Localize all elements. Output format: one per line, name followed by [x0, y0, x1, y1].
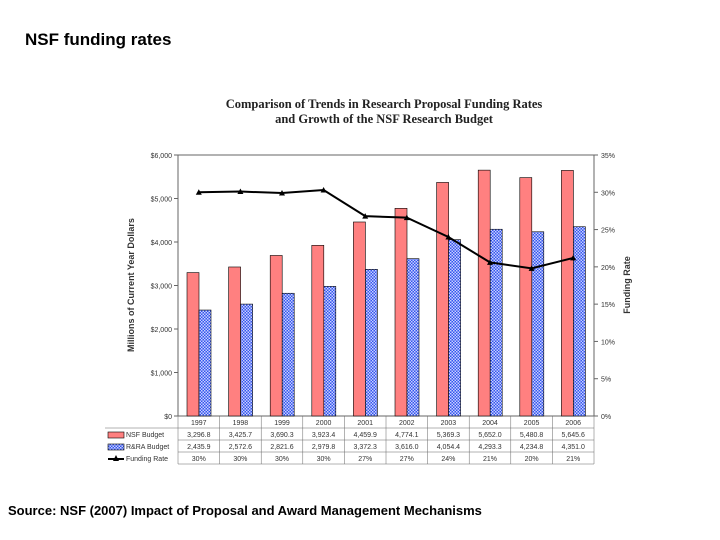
table-cell: 21% — [483, 456, 497, 463]
legend-label: NSF Budget — [126, 432, 164, 439]
table-cell: 3,616.0 — [395, 444, 418, 451]
funding-rate-point — [362, 213, 369, 219]
table-cell: 30% — [317, 456, 331, 463]
table-cell: 24% — [441, 456, 455, 463]
y-tick-label: $2,000 — [151, 327, 173, 334]
funding-rate-point — [570, 254, 577, 261]
legend-swatch-nsf-budget — [107, 431, 125, 439]
legend-label: R&RA Budget — [126, 444, 169, 451]
table-year: 2000 — [316, 420, 332, 427]
funding-rate-line — [198, 189, 574, 270]
y-tick-label: $0 — [164, 414, 172, 421]
table-cell: 27% — [400, 456, 414, 463]
y-tick-label: $6,000 — [151, 153, 173, 160]
y-tick-label: $5,000 — [151, 197, 173, 204]
table-cell: 3,296.8 — [187, 432, 210, 439]
table-cell: 21% — [566, 456, 580, 463]
table-cell: 5,652.0 — [478, 432, 501, 439]
bar-nsf-budget — [477, 169, 491, 417]
funding-rate-point — [403, 214, 410, 221]
table-cell: 3,372.3 — [354, 444, 377, 451]
bar-rra-budget — [573, 226, 586, 417]
table-cell: 4,459.9 — [354, 432, 377, 439]
table-cell: 4,293.3 — [478, 444, 501, 451]
slide-title: NSF funding rates — [25, 30, 172, 49]
table-cell: 5,369.3 — [437, 432, 460, 439]
table-year: 2003 — [441, 420, 457, 427]
bar-rra-budget — [323, 286, 337, 417]
table-cell: 4,774.1 — [395, 432, 418, 439]
table-cell: 30% — [192, 456, 206, 463]
bar-nsf-budget — [561, 170, 574, 417]
bar-nsf-budget — [436, 182, 449, 417]
bar-rra-budget — [198, 309, 212, 417]
table-cell: 30% — [233, 456, 247, 463]
funding-rate-point — [445, 234, 452, 240]
y2-tick-label: 35% — [601, 153, 615, 160]
table-cell: 3,690.3 — [270, 432, 293, 439]
legend-marker-funding-rate — [113, 455, 119, 461]
y2-tick-label: 15% — [601, 302, 615, 309]
funding-rate-point — [279, 190, 285, 196]
y-axis-label: Millions of Current Year Dollars — [126, 218, 136, 352]
funding-rate-point — [487, 259, 493, 265]
y2-tick-label: 0% — [601, 414, 611, 421]
table-year: 1998 — [233, 420, 249, 427]
table-cell: 5,480.8 — [520, 432, 543, 439]
table-year: 2001 — [357, 420, 373, 427]
y2-tick-label: 25% — [601, 228, 615, 235]
table-cell: 27% — [358, 456, 372, 463]
bar-rra-budget — [365, 269, 378, 417]
table-cell: 3,923.4 — [312, 432, 335, 439]
bar-rra-budget — [406, 258, 420, 417]
y-tick-label: $4,000 — [151, 240, 173, 247]
table-cell: 30% — [275, 456, 289, 463]
table-cell: 4,234.8 — [520, 444, 543, 451]
legend-label: Funding Rate — [126, 456, 168, 463]
table-cell: 20% — [525, 456, 539, 463]
y2-tick-label: 30% — [601, 190, 615, 197]
bar-rra-budget — [448, 239, 461, 417]
table-cell: 3,425.7 — [229, 432, 252, 439]
y-tick-label: $1,000 — [151, 371, 173, 378]
bar-nsf-budget — [353, 221, 366, 417]
y-tick-label: $3,000 — [151, 284, 173, 291]
table-cell: 2,435.9 — [187, 444, 210, 451]
bar-nsf-budget — [519, 177, 533, 417]
chart-subtitle: and Growth of the NSF Research Budget — [275, 112, 494, 126]
bar-nsf-budget — [269, 255, 283, 417]
source-citation: Source: NSF (2007) Impact of Proposal an… — [8, 503, 482, 518]
bar-rra-budget — [489, 228, 503, 417]
table-year: 2006 — [565, 420, 581, 427]
bar-rra-budget — [281, 292, 295, 417]
table-cell: 4,054.4 — [437, 444, 460, 451]
bar-rra-budget — [240, 303, 253, 417]
bar-nsf-budget — [311, 245, 325, 417]
funding-rate-point — [237, 188, 244, 195]
funding-rate-point — [195, 189, 202, 195]
funding-rate-point — [528, 265, 535, 271]
bar-nsf-budget — [228, 266, 241, 417]
table-year: 2004 — [482, 420, 498, 427]
table-year: 2002 — [399, 420, 415, 427]
y2-tick-label: 20% — [601, 265, 615, 272]
y2-tick-label: 10% — [601, 339, 615, 346]
table-year: 1999 — [274, 420, 290, 427]
bar-rra-budget — [531, 231, 545, 417]
bar-nsf-budget — [186, 272, 200, 417]
funding-rate-point — [320, 187, 327, 193]
chart-title: Comparison of Trends in Research Proposa… — [226, 97, 543, 111]
y2-axis-label: Funding Rate — [622, 256, 632, 314]
table-cell: 5,645.6 — [562, 432, 585, 439]
table-year: 1997 — [191, 420, 207, 427]
y2-tick-label: 5% — [601, 377, 611, 384]
legend-swatch-rra-budget — [107, 443, 125, 451]
table-cell: 4,351.0 — [562, 444, 585, 451]
bar-nsf-budget — [394, 208, 408, 417]
table-cell: 2,979.8 — [312, 444, 335, 451]
table-cell: 2,821.6 — [270, 444, 293, 451]
table-year: 2005 — [524, 420, 540, 427]
table-cell: 2,572.6 — [229, 444, 252, 451]
